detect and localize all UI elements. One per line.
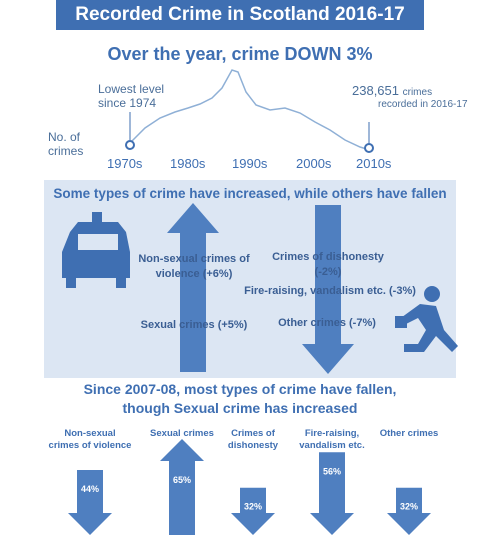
latest-marker xyxy=(364,143,374,153)
category-label: Sexual crimes xyxy=(150,428,214,439)
decade-tick: 1970s xyxy=(107,156,143,171)
subtitle-line2: though Sexual crime has increased xyxy=(122,400,358,416)
decade-tick: 1990s xyxy=(232,156,268,171)
decade-tick: 1980s xyxy=(170,156,206,171)
lowest-marker xyxy=(125,140,135,150)
latest-label: recorded in 2016-17 xyxy=(378,99,468,110)
change-panel xyxy=(44,180,456,378)
latest-value: 238,651 xyxy=(352,83,399,98)
bar-arrow-3 xyxy=(310,452,354,535)
bar-value-label: 56% xyxy=(323,466,341,476)
category-label: Crimes of dishonesty xyxy=(227,428,279,451)
bar-arrow-4 xyxy=(387,487,431,535)
increase-arrow xyxy=(167,203,219,372)
headline: Over the year, crime DOWN 3% xyxy=(107,44,373,64)
decrease-label-other: Other crimes (-7%) xyxy=(278,317,376,329)
category-label: Fire-raising, vandalism etc. xyxy=(299,428,365,451)
band-title: Some types of crime have increased, whil… xyxy=(53,186,447,201)
subtitle-line1: Since 2007-08, most types of crime have … xyxy=(83,381,397,397)
bar-value-label: 65% xyxy=(173,475,191,485)
ylabel: No. of crimes xyxy=(48,130,84,158)
decade-tick: 2000s xyxy=(296,156,332,171)
category-label: Non-sexual crimes of violence xyxy=(48,428,132,451)
running-thief-icon xyxy=(395,286,458,352)
increase-label-sexual: Sexual crimes (+5%) xyxy=(140,319,248,331)
category-label: Other crimes xyxy=(379,428,439,439)
page-title: Recorded Crime in Scotland 2016-17 xyxy=(56,0,424,30)
lowest-label: Lowest level since 1974 xyxy=(98,82,188,110)
subtitle: Since 2007-08, most types of crime have … xyxy=(0,380,480,418)
decade-tick: 2010s xyxy=(356,156,392,171)
latest-value-block: 238,651 crimes xyxy=(352,84,432,100)
bar-arrow-0 xyxy=(68,470,112,535)
decrease-arrow xyxy=(302,205,354,374)
bar-arrow-2 xyxy=(231,487,275,535)
police-car-icon xyxy=(62,212,130,288)
bar-arrow-1 xyxy=(160,439,204,535)
decrease-label-fire: Fire-raising, vandalism etc. (-3%) xyxy=(244,285,416,297)
bar-value-label: 32% xyxy=(244,502,262,512)
latest-suffix: crimes xyxy=(402,87,433,98)
lowest-label-text: Lowest level since 1974 xyxy=(98,82,165,110)
crime-trend-line xyxy=(129,69,371,151)
decrease-label-dishonesty: Crimes of dishonesty (-2%) xyxy=(272,251,384,278)
increase-label-violence: Non-sexual crimes of violence (+6%) xyxy=(138,253,250,280)
bar-value-label: 32% xyxy=(400,502,418,512)
bar-value-label: 44% xyxy=(81,484,99,494)
